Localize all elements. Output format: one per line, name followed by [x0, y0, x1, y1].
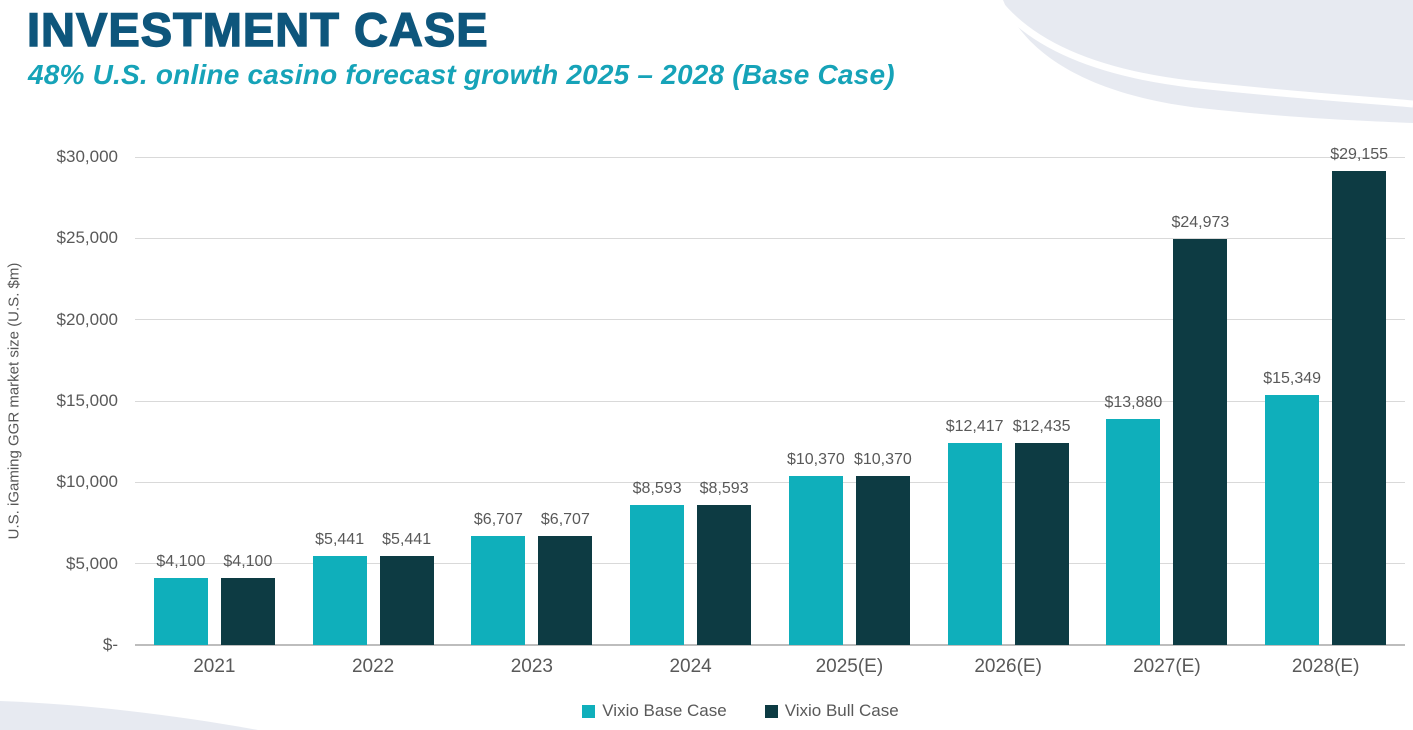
y-tick-label: $25,000 [56, 228, 118, 248]
gridline [135, 481, 1405, 483]
bar-value-label: $12,435 [1012, 417, 1071, 435]
bar-value-label: $15,349 [1263, 370, 1322, 388]
page-subtitle: 48% U.S. online casino forecast growth 2… [28, 59, 895, 90]
bar-value-label: $10,370 [853, 451, 912, 469]
y-tick-label: $5,000 [66, 553, 118, 573]
bar-value-label: $6,707 [473, 510, 523, 528]
x-tick-label: 2023 [510, 656, 554, 677]
legend-item-base-case: Vixio Base Case [582, 701, 727, 721]
bar-base-case[interactable] [947, 443, 1002, 645]
bar-value-label: $5,441 [382, 531, 432, 549]
legend-label: Vixio Bull Case [784, 701, 899, 720]
bar-bull-case[interactable] [379, 556, 434, 645]
y-tick-label: $10,000 [56, 472, 118, 492]
bar-base-case[interactable] [312, 556, 367, 645]
bar-bull-case[interactable] [697, 505, 752, 645]
bar-value-label: $5,441 [315, 531, 365, 549]
header: INVESTMENT CASE 48% U.S. online casino f… [26, 2, 895, 91]
bar-bull-case[interactable] [220, 578, 275, 645]
gridline [135, 156, 1405, 158]
gridline [135, 237, 1405, 239]
bar-bull-case[interactable] [1014, 442, 1069, 645]
bar-value-label: $29,155 [1330, 145, 1389, 163]
bar-base-case[interactable] [788, 476, 843, 645]
gridline [135, 400, 1405, 402]
x-tick-label: 2021 [193, 656, 236, 677]
chart-legend: Vixio Base Case Vixio Bull Case [34, 701, 1413, 721]
x-tick-label: 2025(E) [815, 656, 884, 677]
legend-item-bull-case: Vixio Bull Case [764, 701, 899, 721]
bar-base-case[interactable] [630, 505, 685, 645]
bar-value-label: $12,417 [945, 418, 1004, 436]
bar-value-label: $4,100 [223, 553, 273, 571]
page-title: INVESTMENT CASE [26, 2, 489, 56]
bar-bull-case[interactable] [1173, 238, 1228, 645]
y-tick-label: $15,000 [56, 391, 118, 410]
bar-value-label: $10,370 [786, 451, 845, 469]
legend-swatch-icon [764, 704, 778, 718]
bar-value-label: $8,593 [632, 480, 682, 498]
legend-label: Vixio Base Case [602, 701, 727, 720]
x-tick-label: 2024 [669, 656, 712, 677]
bar-value-label: $13,880 [1104, 394, 1163, 412]
y-tick-label: $30,000 [56, 147, 118, 166]
x-tick-label: 2026(E) [974, 656, 1042, 677]
bar-base-case[interactable] [1106, 419, 1161, 645]
y-tick-label: $20,000 [56, 309, 118, 329]
bar-base-case[interactable] [153, 578, 208, 645]
bar-value-label: $8,593 [699, 480, 749, 498]
gridline [135, 319, 1405, 321]
x-tick-label: 2022 [351, 656, 395, 677]
x-tick-label: 2027(E) [1133, 656, 1201, 677]
x-axis-line [135, 644, 1405, 646]
legend-swatch-icon [582, 704, 596, 718]
bar-bull-case[interactable] [855, 476, 910, 645]
bar-base-case[interactable] [1265, 395, 1320, 645]
bar-value-label: $4,100 [156, 553, 206, 571]
bar-value-label: $24,973 [1171, 213, 1230, 231]
bar-bull-case[interactable] [538, 535, 593, 645]
y-tick-label: $- [102, 635, 118, 654]
bar-base-case[interactable] [471, 535, 526, 645]
x-tick-label: 2028(E) [1291, 656, 1360, 677]
gridline [135, 563, 1405, 565]
bar-value-label: $6,707 [540, 510, 590, 528]
bar-bull-case[interactable] [1332, 170, 1387, 645]
